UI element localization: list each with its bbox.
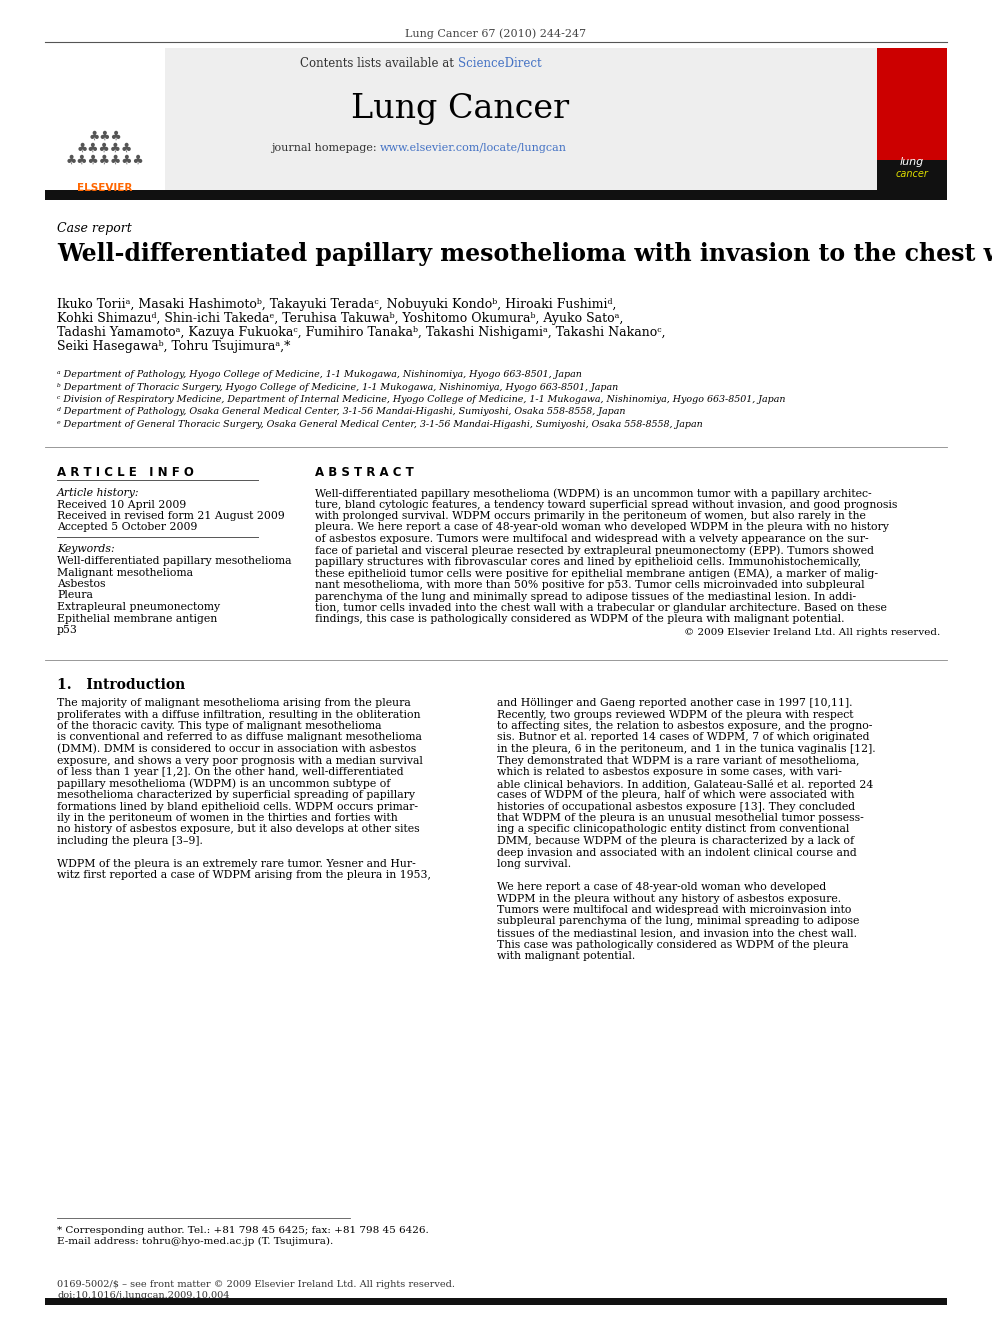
Text: papillary structures with fibrovascular cores and lined by epithelioid cells. Im: papillary structures with fibrovascular …: [315, 557, 861, 568]
Text: Kohki Shimazuᵈ, Shin-ichi Takedaᵉ, Teruhisa Takuwaᵇ, Yoshitomo Okumuraᵇ, Ayuko S: Kohki Shimazuᵈ, Shin-ichi Takedaᵉ, Teruh…: [57, 312, 623, 325]
Text: Contents lists available at: Contents lists available at: [301, 57, 458, 70]
Text: in the pleura, 6 in the peritoneum, and 1 in the tunica vaginalis [12].: in the pleura, 6 in the peritoneum, and …: [497, 744, 876, 754]
Text: Lung Cancer: Lung Cancer: [351, 93, 569, 124]
Bar: [45, 191, 947, 200]
Text: The majority of malignant mesothelioma arising from the pleura: The majority of malignant mesothelioma a…: [57, 699, 411, 708]
Bar: [45, 48, 165, 191]
Text: Case report: Case report: [57, 222, 132, 235]
Text: proliferates with a diffuse infiltration, resulting in the obliteration: proliferates with a diffuse infiltration…: [57, 709, 421, 720]
Text: Epithelial membrane antigen: Epithelial membrane antigen: [57, 614, 217, 623]
Text: Asbestos: Asbestos: [57, 579, 105, 589]
Text: Received 10 April 2009: Received 10 April 2009: [57, 500, 186, 509]
Text: nant mesothelioma, with more than 50% positive for p53. Tumor cells microinvaded: nant mesothelioma, with more than 50% po…: [315, 579, 865, 590]
Text: Pleura: Pleura: [57, 590, 93, 601]
Text: ᵇ Department of Thoracic Surgery, Hyogo College of Medicine, 1-1 Mukogawa, Nishi: ᵇ Department of Thoracic Surgery, Hyogo …: [57, 382, 618, 392]
Text: tissues of the mediastinal lesion, and invasion into the chest wall.: tissues of the mediastinal lesion, and i…: [497, 927, 857, 938]
Text: * Corresponding author. Tel.: +81 798 45 6425; fax: +81 798 45 6426.: * Corresponding author. Tel.: +81 798 45…: [57, 1226, 429, 1234]
Text: © 2009 Elsevier Ireland Ltd. All rights reserved.: © 2009 Elsevier Ireland Ltd. All rights …: [683, 628, 940, 636]
Text: Lung Cancer 67 (2010) 244-247: Lung Cancer 67 (2010) 244-247: [406, 28, 586, 38]
Text: sis. Butnor et al. reported 14 cases of WDPM, 7 of which originated: sis. Butnor et al. reported 14 cases of …: [497, 733, 870, 742]
Text: papillary mesothelioma (WDPM) is an uncommon subtype of: papillary mesothelioma (WDPM) is an unco…: [57, 778, 391, 789]
Text: these epithelioid tumor cells were positive for epithelial membrane antigen (EMA: these epithelioid tumor cells were posit…: [315, 569, 878, 579]
Text: long survival.: long survival.: [497, 859, 571, 869]
Text: ᵃ Department of Pathology, Hyogo College of Medicine, 1-1 Mukogawa, Nishinomiya,: ᵃ Department of Pathology, Hyogo College…: [57, 370, 582, 378]
Text: ily in the peritoneum of women in the thirties and forties with: ily in the peritoneum of women in the th…: [57, 814, 398, 823]
Text: WDPM in the pleura without any history of asbestos exposure.: WDPM in the pleura without any history o…: [497, 893, 841, 904]
Text: able clinical behaviors. In addition, Galateau-Sallé et al. reported 24: able clinical behaviors. In addition, Ga…: [497, 778, 873, 790]
Text: (DMM). DMM is considered to occur in association with asbestos: (DMM). DMM is considered to occur in ass…: [57, 744, 417, 754]
Text: Malignant mesothelioma: Malignant mesothelioma: [57, 568, 193, 578]
Text: pleura. We here report a case of 48-year-old woman who developed WDPM in the ple: pleura. We here report a case of 48-year…: [315, 523, 889, 532]
Text: deep invasion and associated with an indolent clinical course and: deep invasion and associated with an ind…: [497, 848, 857, 857]
Bar: [45, 1298, 947, 1304]
Text: of asbestos exposure. Tumors were multifocal and widespread with a velvety appea: of asbestos exposure. Tumors were multif…: [315, 534, 869, 544]
Text: face of parietal and visceral pleurae resected by extrapleural pneumonectomy (EP: face of parietal and visceral pleurae re…: [315, 545, 874, 556]
Bar: [877, 160, 947, 191]
Text: Seiki Hasegawaᵇ, Tohru Tsujimuraᵃ,*: Seiki Hasegawaᵇ, Tohru Tsujimuraᵃ,*: [57, 340, 291, 353]
Text: no history of asbestos exposure, but it also develops at other sites: no history of asbestos exposure, but it …: [57, 824, 420, 835]
Text: ing a specific clinicopathologic entity distinct from conventional: ing a specific clinicopathologic entity …: [497, 824, 849, 835]
Text: histories of occupational asbestos exposure [13]. They concluded: histories of occupational asbestos expos…: [497, 802, 855, 811]
Text: is conventional and referred to as diffuse malignant mesothelioma: is conventional and referred to as diffu…: [57, 733, 422, 742]
Text: of the thoracic cavity. This type of malignant mesothelioma: of the thoracic cavity. This type of mal…: [57, 721, 382, 732]
Text: parenchyma of the lung and minimally spread to adipose tissues of the mediastina: parenchyma of the lung and minimally spr…: [315, 591, 856, 602]
Text: ᵈ Department of Pathology, Osaka General Medical Center, 3-1-56 Mandai-Higashi, : ᵈ Department of Pathology, Osaka General…: [57, 407, 626, 417]
Text: 0169-5002/$ – see front matter © 2009 Elsevier Ireland Ltd. All rights reserved.: 0169-5002/$ – see front matter © 2009 El…: [57, 1279, 455, 1289]
Text: tion, tumor cells invaded into the chest wall with a trabecular or glandular arc: tion, tumor cells invaded into the chest…: [315, 603, 887, 613]
Text: This case was pathologically considered as WDPM of the pleura: This case was pathologically considered …: [497, 939, 848, 950]
Bar: [877, 48, 947, 191]
Text: mesothelioma characterized by superficial spreading of papillary: mesothelioma characterized by superficia…: [57, 790, 415, 800]
Text: We here report a case of 48-year-old woman who developed: We here report a case of 48-year-old wom…: [497, 882, 826, 892]
Text: journal homepage:: journal homepage:: [271, 143, 380, 153]
Text: ♣♣♣
♣♣♣♣♣
♣♣♣♣♣♣♣: ♣♣♣ ♣♣♣♣♣ ♣♣♣♣♣♣♣: [65, 130, 145, 167]
Text: lung: lung: [900, 157, 925, 167]
Bar: [45, 48, 947, 191]
Text: doi:10.1016/j.lungcan.2009.10.004: doi:10.1016/j.lungcan.2009.10.004: [57, 1291, 229, 1301]
Text: Article history:: Article history:: [57, 488, 140, 497]
Text: subpleural parenchyma of the lung, minimal spreading to adipose: subpleural parenchyma of the lung, minim…: [497, 917, 859, 926]
Text: exposure, and shows a very poor prognosis with a median survival: exposure, and shows a very poor prognosi…: [57, 755, 423, 766]
Text: that WDPM of the pleura is an unusual mesothelial tumor possess-: that WDPM of the pleura is an unusual me…: [497, 814, 864, 823]
Text: ᵉ Department of General Thoracic Surgery, Osaka General Medical Center, 3-1-56 M: ᵉ Department of General Thoracic Surgery…: [57, 419, 702, 429]
Text: cases of WDPM of the pleura, half of which were associated with: cases of WDPM of the pleura, half of whi…: [497, 790, 854, 800]
Text: Well-differentiated papillary mesothelioma: Well-differentiated papillary mesothelio…: [57, 556, 292, 566]
Text: of less than 1 year [1,2]. On the other hand, well-differentiated: of less than 1 year [1,2]. On the other …: [57, 767, 404, 777]
Text: Well-differentiated papillary mesothelioma with invasion to the chest wall: Well-differentiated papillary mesothelio…: [57, 242, 992, 266]
Text: They demonstrated that WDPM is a rare variant of mesothelioma,: They demonstrated that WDPM is a rare va…: [497, 755, 859, 766]
Text: cancer: cancer: [896, 169, 929, 179]
Text: ELSEVIER: ELSEVIER: [77, 183, 133, 193]
Text: including the pleura [3–9].: including the pleura [3–9].: [57, 836, 203, 845]
Text: ture, bland cytologic features, a tendency toward superficial spread without inv: ture, bland cytologic features, a tenden…: [315, 500, 898, 509]
Text: Received in revised form 21 August 2009: Received in revised form 21 August 2009: [57, 511, 285, 521]
Text: WDPM of the pleura is an extremely rare tumor. Yesner and Hur-: WDPM of the pleura is an extremely rare …: [57, 859, 416, 869]
Text: A R T I C L E   I N F O: A R T I C L E I N F O: [57, 466, 193, 479]
Text: ScienceDirect: ScienceDirect: [458, 57, 542, 70]
Text: formations lined by bland epithelioid cells. WDPM occurs primar-: formations lined by bland epithelioid ce…: [57, 802, 418, 811]
Text: with malignant potential.: with malignant potential.: [497, 951, 635, 960]
Text: which is related to asbestos exposure in some cases, with vari-: which is related to asbestos exposure in…: [497, 767, 842, 777]
Text: A B S T R A C T: A B S T R A C T: [315, 466, 414, 479]
Text: Well-differentiated papillary mesothelioma (WDPM) is an uncommon tumor with a pa: Well-differentiated papillary mesothelio…: [315, 488, 872, 499]
Text: E-mail address: tohru@hyo-med.ac.jp (T. Tsujimura).: E-mail address: tohru@hyo-med.ac.jp (T. …: [57, 1237, 333, 1246]
Text: Keywords:: Keywords:: [57, 544, 115, 554]
Text: www.elsevier.com/locate/lungcan: www.elsevier.com/locate/lungcan: [380, 143, 567, 153]
Text: Tadashi Yamamotoᵃ, Kazuya Fukuokaᶜ, Fumihiro Tanakaᵇ, Takashi Nishigamiᵃ, Takash: Tadashi Yamamotoᵃ, Kazuya Fukuokaᶜ, Fumi…: [57, 325, 666, 339]
Text: Ikuko Toriiᵃ, Masaki Hashimotoᵇ, Takayuki Teradaᶜ, Nobuyuki Kondoᵇ, Hiroaki Fush: Ikuko Toriiᵃ, Masaki Hashimotoᵇ, Takayuk…: [57, 298, 616, 311]
Text: and Höllinger and Gaeng reported another case in 1997 [10,11].: and Höllinger and Gaeng reported another…: [497, 699, 852, 708]
Text: DMM, because WDPM of the pleura is characterized by a lack of: DMM, because WDPM of the pleura is chara…: [497, 836, 854, 845]
Text: ᶜ Division of Respiratory Medicine, Department of Internal Medicine, Hyogo Colle: ᶜ Division of Respiratory Medicine, Depa…: [57, 396, 786, 404]
Text: witz first reported a case of WDPM arising from the pleura in 1953,: witz first reported a case of WDPM arisi…: [57, 871, 431, 881]
Text: findings, this case is pathologically considered as WDPM of the pleura with mali: findings, this case is pathologically co…: [315, 614, 844, 624]
Text: with prolonged survival. WDPM occurs primarily in the peritoneum of women, but a: with prolonged survival. WDPM occurs pri…: [315, 511, 866, 521]
Text: Recently, two groups reviewed WDPM of the pleura with respect: Recently, two groups reviewed WDPM of th…: [497, 709, 853, 720]
Text: Accepted 5 October 2009: Accepted 5 October 2009: [57, 523, 197, 532]
Text: 1.   Introduction: 1. Introduction: [57, 677, 186, 692]
Text: Tumors were multifocal and widespread with microinvasion into: Tumors were multifocal and widespread wi…: [497, 905, 851, 916]
Text: p53: p53: [57, 624, 78, 635]
Text: to affecting sites, the relation to asbestos exposure, and the progno-: to affecting sites, the relation to asbe…: [497, 721, 872, 732]
Text: Extrapleural pneumonectomy: Extrapleural pneumonectomy: [57, 602, 220, 613]
